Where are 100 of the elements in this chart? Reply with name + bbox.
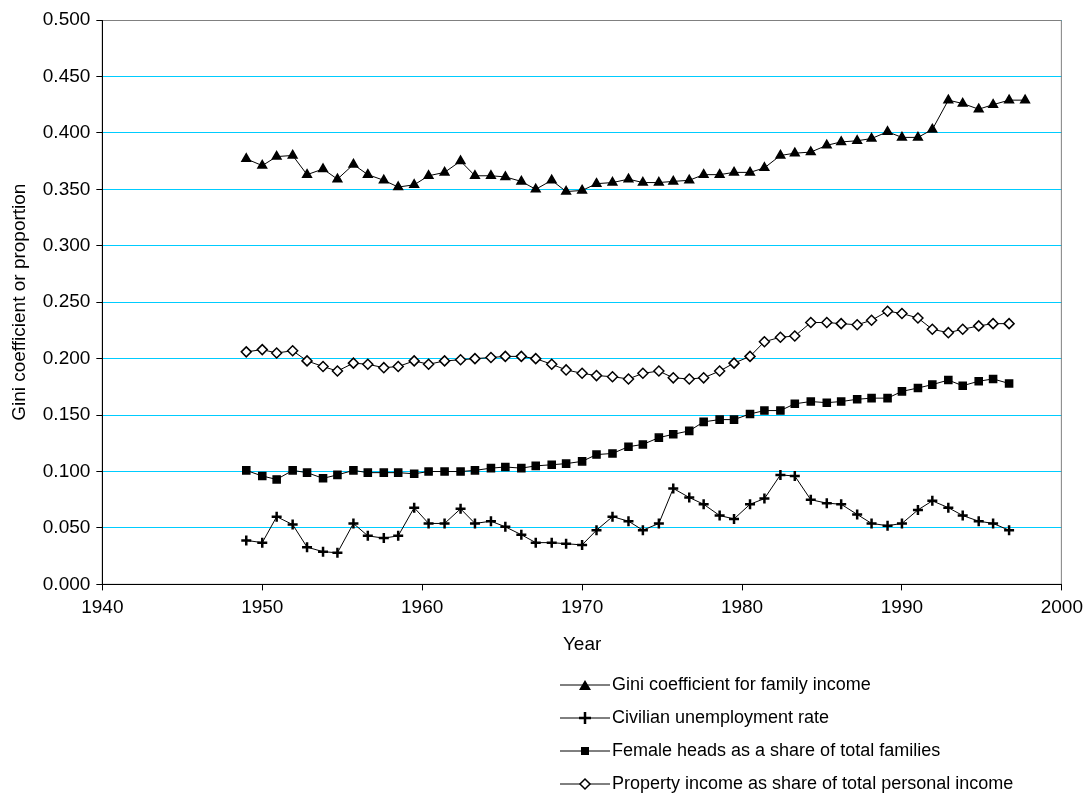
point: [912, 312, 924, 324]
point: [301, 355, 313, 367]
point: [926, 323, 939, 336]
point: [775, 149, 786, 159]
point: [257, 471, 267, 481]
point: [362, 168, 373, 178]
point: [760, 406, 769, 415]
point: [256, 343, 269, 356]
point: [668, 175, 679, 185]
point: [624, 442, 633, 451]
point: [820, 496, 834, 510]
point: [439, 166, 450, 176]
point: [591, 177, 602, 187]
point: [391, 529, 405, 543]
point: [927, 123, 938, 133]
point: [805, 316, 817, 329]
y-tick-label: 0.500: [42, 8, 91, 30]
point: [486, 463, 496, 473]
point: [822, 398, 832, 407]
y-tick-label: 0.350: [42, 177, 91, 199]
point: [1003, 317, 1015, 330]
point: [988, 374, 998, 384]
point: [1002, 523, 1016, 537]
point: [956, 509, 969, 522]
point: [270, 347, 283, 359]
point: [727, 512, 741, 526]
point: [743, 498, 757, 511]
point: [257, 159, 268, 169]
point: [547, 460, 557, 470]
point: [241, 466, 251, 475]
point: [422, 358, 435, 371]
point: [317, 163, 329, 173]
point: [697, 498, 710, 511]
point: [913, 383, 923, 393]
point: [606, 370, 619, 383]
point: [333, 470, 342, 480]
point: [697, 372, 710, 384]
point: [454, 354, 467, 366]
point: [865, 517, 878, 530]
point: [393, 181, 404, 191]
point: [942, 501, 955, 514]
point: [1004, 94, 1015, 104]
point: [270, 510, 283, 523]
point: [942, 326, 955, 339]
legend-label: Gini coefficient for family income: [612, 674, 871, 695]
point: [378, 174, 389, 184]
point: [423, 170, 434, 180]
point: [469, 170, 481, 180]
point: [1004, 379, 1014, 388]
point: [958, 381, 967, 391]
point: [545, 358, 558, 371]
point: [409, 179, 420, 189]
point: [516, 175, 527, 185]
point: [653, 365, 665, 377]
point: [896, 131, 908, 141]
point: [362, 358, 374, 371]
point: [636, 523, 650, 537]
point: [852, 135, 863, 145]
point: [805, 146, 816, 156]
point: [912, 131, 924, 141]
point: [758, 492, 771, 505]
point: [623, 173, 634, 183]
point: [575, 538, 589, 552]
point: [972, 320, 985, 332]
point: [654, 433, 664, 442]
point: [530, 183, 541, 193]
point: [926, 494, 939, 508]
point: [957, 97, 968, 107]
point: [499, 520, 512, 534]
point: [895, 517, 909, 530]
point: [668, 429, 678, 439]
point: [896, 307, 908, 320]
point: [331, 365, 344, 377]
legend-label: Property income as share of total personal income: [612, 773, 1014, 794]
point: [637, 367, 649, 380]
point: [637, 176, 648, 186]
point: [515, 350, 528, 363]
point: [517, 463, 526, 473]
point: [271, 150, 282, 160]
point: [606, 510, 619, 523]
point: [348, 158, 359, 168]
point: [456, 467, 465, 476]
point: [744, 350, 756, 363]
point: [424, 467, 433, 476]
point: [804, 493, 818, 506]
point: [987, 317, 999, 330]
point: [287, 149, 298, 159]
point: [576, 367, 588, 380]
point: [545, 536, 558, 549]
point: [944, 375, 953, 385]
point: [454, 502, 467, 516]
point: [973, 103, 984, 113]
point: [806, 397, 816, 406]
point: [409, 469, 419, 479]
point: [667, 372, 680, 384]
point: [561, 459, 571, 468]
point: [788, 469, 802, 483]
point: [715, 415, 724, 424]
point: [470, 466, 480, 475]
point: [622, 514, 635, 528]
